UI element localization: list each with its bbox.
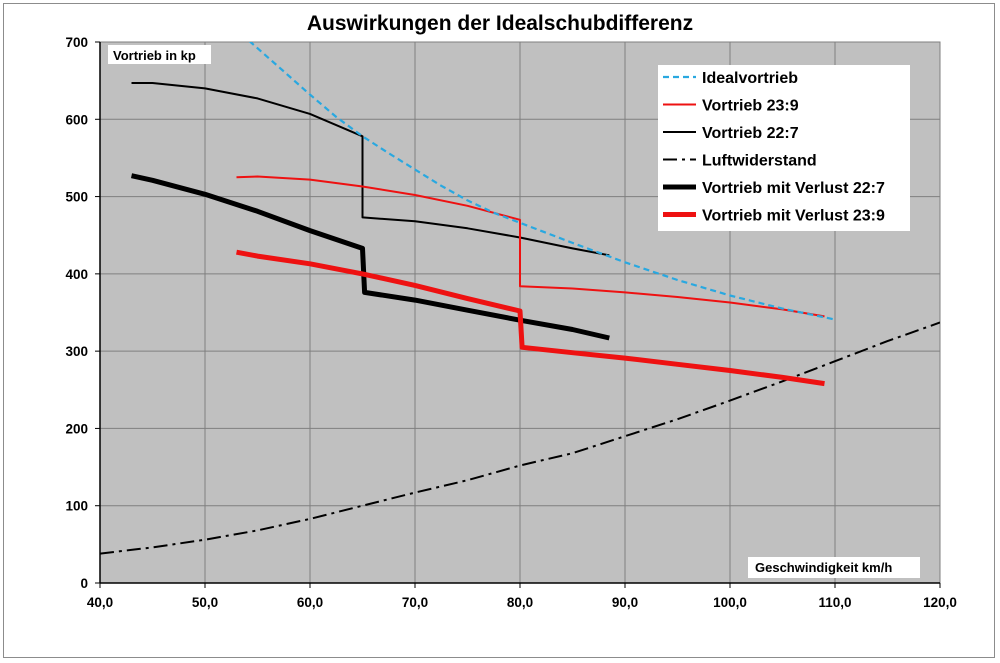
legend-box (658, 65, 910, 231)
x-axis-label: Geschwindigkeit km/h (755, 560, 892, 575)
series-luftwiderstand-line (100, 321, 940, 555)
legend-entry: Vortrieb 22:7 (702, 125, 799, 142)
series-vortrieb-mit-verlust-22-7-line (130, 173, 610, 341)
x-tick-label: 90,0 (612, 595, 638, 610)
series-vortrieb-22-7-line (131, 82, 610, 257)
y-tick-label: 600 (65, 112, 88, 127)
legend-entry: Luftwiderstand (702, 153, 817, 170)
y-tick-label: 400 (65, 267, 88, 282)
y-tick-label: 200 (65, 421, 88, 436)
y-axis-label: Vortrieb in kp (113, 48, 196, 63)
x-tick-label: 80,0 (507, 595, 533, 610)
x-tick-label: 50,0 (192, 595, 218, 610)
legend-entry: Idealvortrieb (702, 70, 798, 87)
series-idealvortrieb-line (248, 42, 836, 321)
legend-entry: Vortrieb 23:9 (702, 98, 799, 115)
y-tick-label: 700 (65, 35, 88, 50)
legend-entry: Vortrieb mit Verlust 23:9 (702, 208, 885, 225)
x-axis-label-box (748, 557, 920, 578)
chart-title: Auswirkungen der Idealschubdifferenz (307, 12, 693, 35)
series-vortrieb-23-9-line (236, 175, 825, 318)
legend-entry: Vortrieb mit Verlust 22:7 (702, 180, 885, 197)
x-tick-label: 110,0 (818, 595, 851, 610)
y-tick-label: 100 (65, 499, 88, 514)
x-tick-label: 60,0 (297, 595, 323, 610)
y-axis-label-box (108, 45, 211, 64)
series-vortrieb-mit-verlust-23-9-line (236, 249, 825, 387)
y-tick-label: 0 (80, 576, 88, 591)
x-tick-label: 120,0 (923, 595, 957, 610)
y-tick-label: 500 (65, 190, 88, 205)
y-tick-label: 300 (65, 344, 88, 359)
x-tick-label: 40,0 (87, 595, 113, 610)
x-tick-label: 70,0 (402, 595, 428, 610)
x-tick-label: 100,0 (713, 595, 747, 610)
